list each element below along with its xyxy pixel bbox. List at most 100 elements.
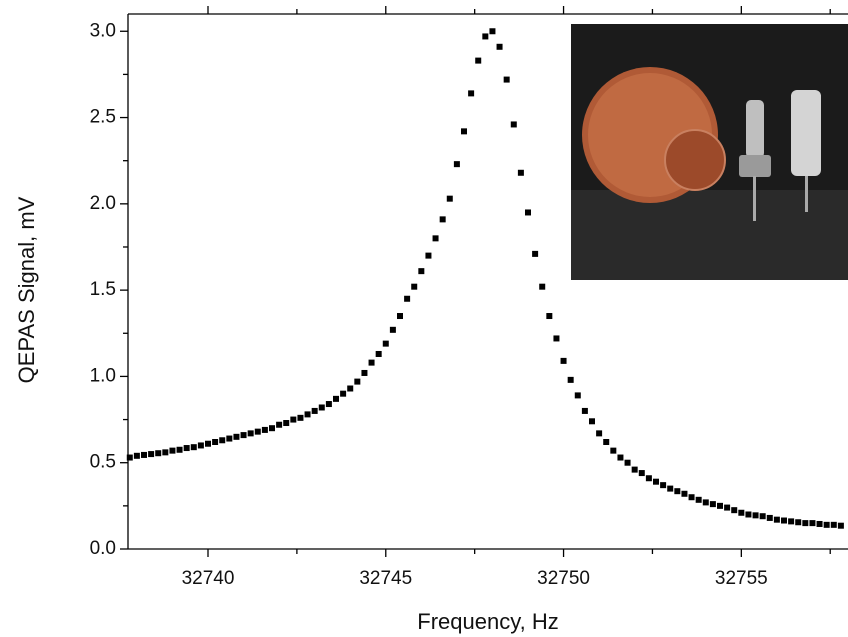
point [311,407,318,414]
point [553,335,560,342]
point [261,426,268,433]
point [660,482,667,489]
point [581,407,588,414]
point [745,511,752,518]
point [141,451,147,458]
point [333,395,339,402]
point [425,252,432,259]
point [645,475,652,482]
point [276,421,283,428]
point [667,485,674,492]
point [624,459,631,466]
point [695,496,702,503]
point [340,390,347,397]
point [603,439,610,445]
point [731,507,738,514]
point [169,447,176,454]
point [489,28,496,35]
point [389,326,396,333]
point [503,76,510,83]
inset-photo [571,24,848,280]
point [617,454,624,461]
point [304,411,311,418]
point [525,209,531,216]
point [816,520,823,527]
point [254,428,261,435]
point [219,437,226,444]
point [517,169,524,176]
point [567,376,574,383]
point [283,420,290,427]
point [325,401,332,408]
point [830,521,837,528]
point [532,250,539,257]
point [418,268,425,275]
point [461,128,467,135]
point [183,445,190,452]
point [205,440,211,447]
point [681,490,688,497]
point [795,519,802,526]
point [809,520,816,527]
point [382,340,389,347]
point [290,416,297,423]
point [411,283,418,290]
point [674,488,681,495]
point [397,313,403,320]
y-tick-label: 1.5 [90,279,116,300]
point [155,450,162,457]
x-axis-title: Frequency, Hz [417,609,558,634]
y-tick-label: 0.0 [90,538,116,559]
point [560,357,567,364]
point [610,447,617,454]
y-tick-label: 0.5 [90,452,116,473]
point [247,430,254,437]
point [432,235,439,242]
point [297,414,304,421]
point [823,521,830,528]
point [510,121,517,128]
point [837,522,844,529]
y-tick-label: 1.0 [90,365,116,386]
point [404,295,411,302]
y-axis-title: QEPAS Signal, mV [14,196,39,383]
point [717,502,723,509]
point [724,504,731,511]
point [453,161,460,168]
point [269,425,275,432]
point [318,404,325,411]
point [546,313,553,320]
point [446,195,453,202]
point [240,432,247,439]
x-tick-label: 32745 [359,568,412,589]
point [638,470,645,477]
y-tick-label: 2.5 [90,107,116,128]
point [197,442,204,449]
point [709,501,716,508]
point [574,392,581,399]
point [766,514,773,521]
point [631,466,638,473]
point [702,499,709,506]
point [738,509,745,516]
point [752,512,759,519]
x-tick-label: 32740 [182,568,235,589]
point [233,433,240,440]
point [361,369,368,376]
point [781,517,787,524]
point [212,439,219,445]
point [468,90,475,97]
point [773,516,780,523]
point [759,513,766,520]
point [688,494,695,501]
point [496,43,503,50]
point [368,359,375,366]
point [788,518,795,525]
point [482,33,489,40]
point [126,454,133,461]
point [347,385,354,392]
point [539,283,546,290]
point [802,520,809,527]
point [375,350,382,357]
